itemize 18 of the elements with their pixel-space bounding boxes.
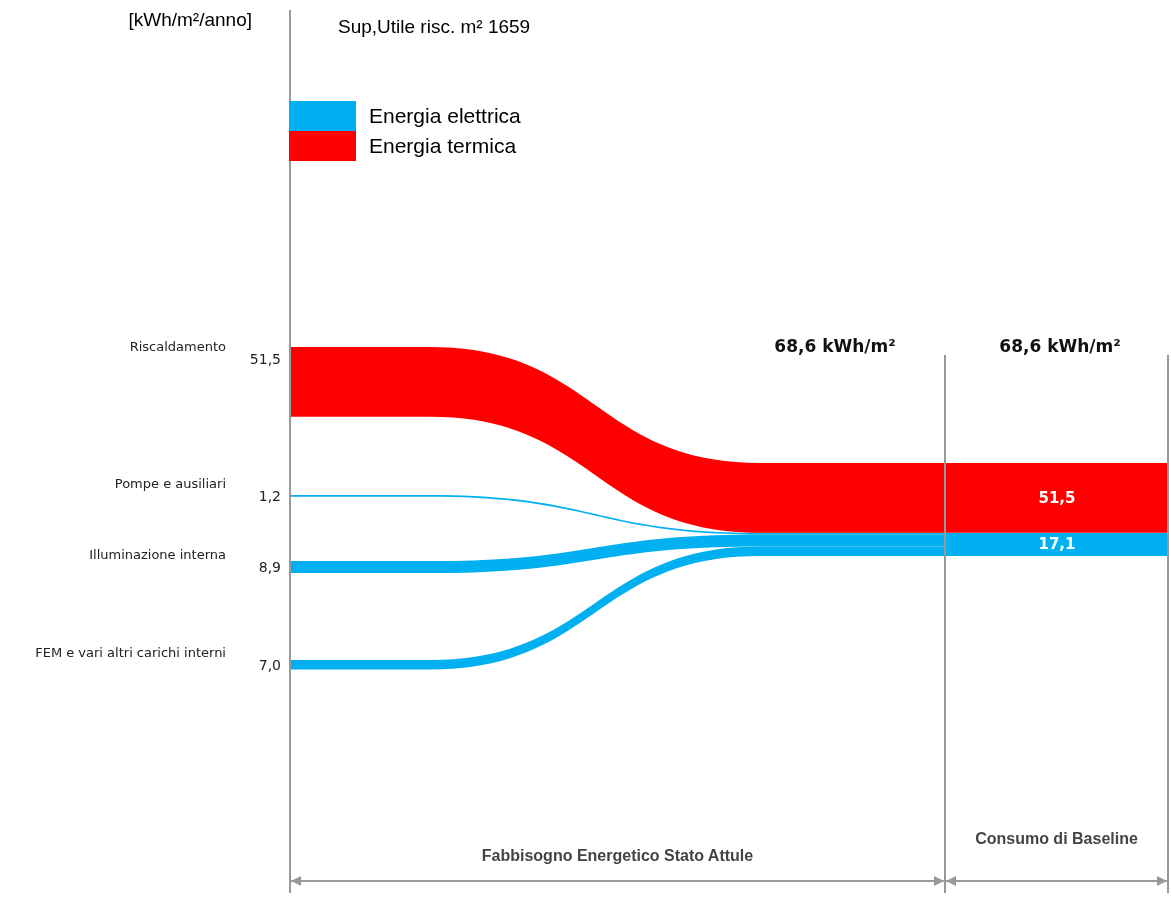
data-label: 51,5 (249, 351, 281, 367)
text: 17,1 (1038, 535, 1076, 554)
category-label: FEM e vari altri carichi interni (35, 644, 226, 660)
text: 68,6 kWh/m² (998, 335, 1122, 358)
category-label: Illuminazione interna (89, 547, 226, 563)
data-label: 8,9 (258, 559, 281, 576)
category-label: Riscaldamento (129, 339, 226, 354)
legend-label: Energia termica (369, 134, 517, 158)
legend-label: Energia elettrica (369, 104, 521, 128)
text: 68,6 kWh/m² (773, 335, 897, 358)
text: Sup,Utile risc. m² 1659 (338, 16, 531, 38)
data-label: 1,2 (258, 487, 281, 504)
text: Consumo di Baseline (974, 829, 1139, 848)
text: Fabbisogno Energetico Stato Attule (480, 846, 755, 865)
text: 51,5 (1038, 488, 1076, 507)
data-label: 7,0 (258, 656, 281, 673)
text: [kWh/m²/anno] (128, 9, 252, 31)
category-label: Pompe e ausiliari (114, 475, 226, 491)
